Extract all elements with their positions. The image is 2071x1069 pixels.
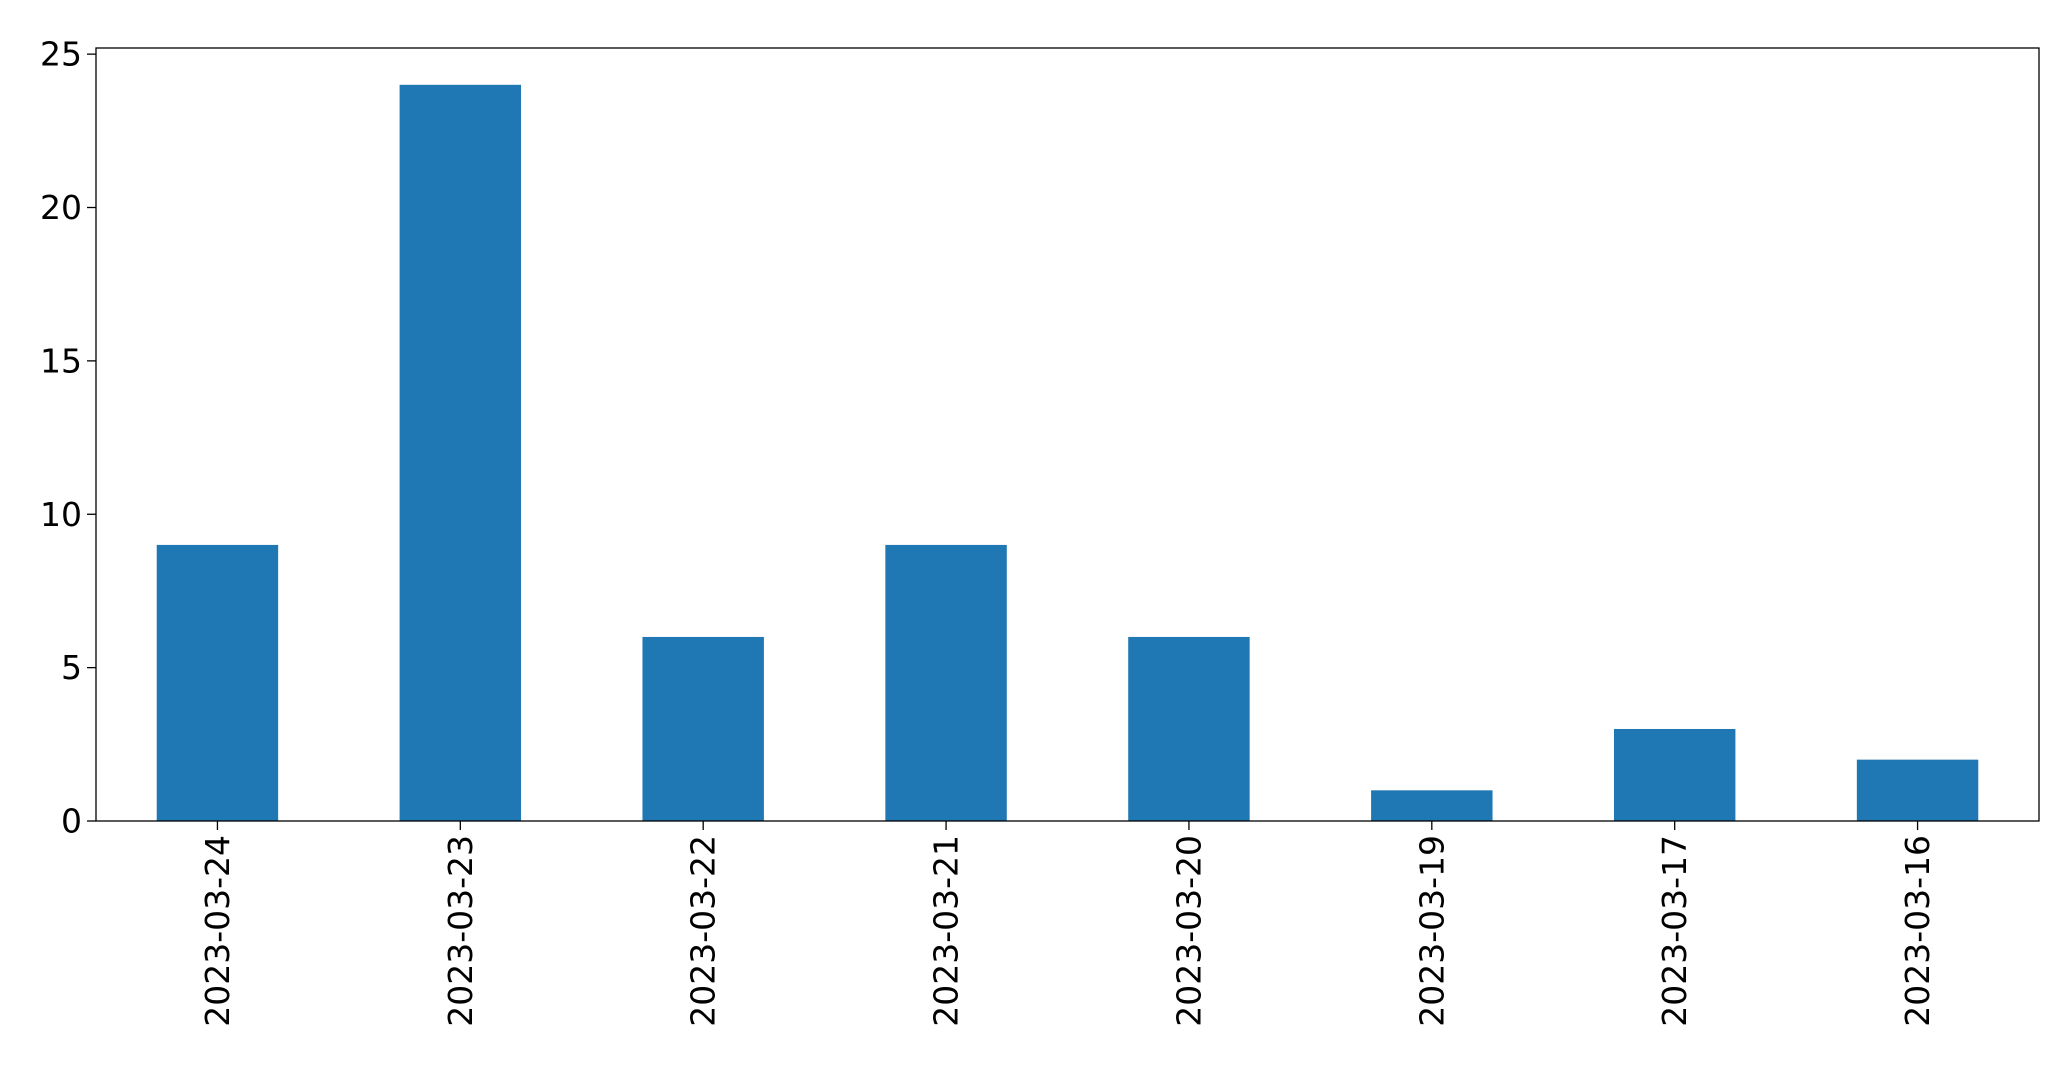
bar-2023-03-24	[156, 544, 279, 821]
bar-2023-03-19	[1371, 790, 1493, 821]
y-tick-label: 5	[61, 648, 82, 687]
bar-2023-03-17	[1613, 728, 1736, 821]
bar-2023-03-21	[885, 544, 1007, 821]
y-axis: 0 5 10 15 20 25	[40, 35, 96, 841]
x-tick-label: 2023-03-23	[441, 835, 480, 1027]
x-tick-label: 2023-03-21	[927, 835, 966, 1027]
x-tick-label: 2023-03-17	[1655, 835, 1694, 1027]
y-tick-label: 25	[40, 35, 82, 74]
y-tick-label: 15	[40, 341, 82, 380]
x-tick-label: 2023-03-16	[1898, 835, 1937, 1027]
plot-area-frame	[95, 47, 2040, 822]
y-tick-label: 10	[40, 495, 82, 534]
y-tick-label: 0	[61, 802, 82, 841]
bar-2023-03-20	[1128, 636, 1250, 821]
bar-2023-03-23	[399, 84, 522, 822]
y-tick-label: 20	[40, 188, 82, 227]
x-tick-label: 2023-03-24	[198, 835, 237, 1027]
x-tick-label: 2023-03-20	[1169, 835, 1208, 1027]
bars-group	[156, 84, 1979, 822]
x-tick-label: 2023-03-22	[684, 835, 723, 1027]
x-tick-label: 2023-03-19	[1412, 835, 1451, 1027]
x-axis: 2023-03-24 2023-03-23 2023-03-22 2023-03-21…	[198, 821, 1937, 1027]
bar-2023-03-16	[1856, 759, 1979, 821]
bar-2023-03-22	[642, 636, 764, 821]
